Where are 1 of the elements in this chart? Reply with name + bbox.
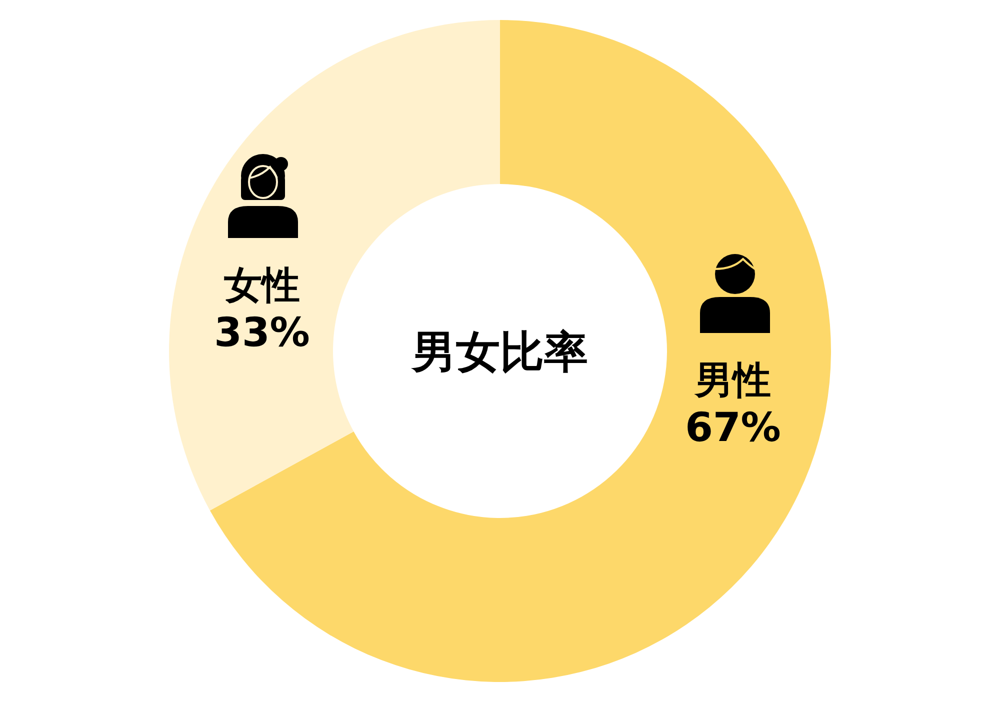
title: 男女比率 xyxy=(412,327,588,378)
